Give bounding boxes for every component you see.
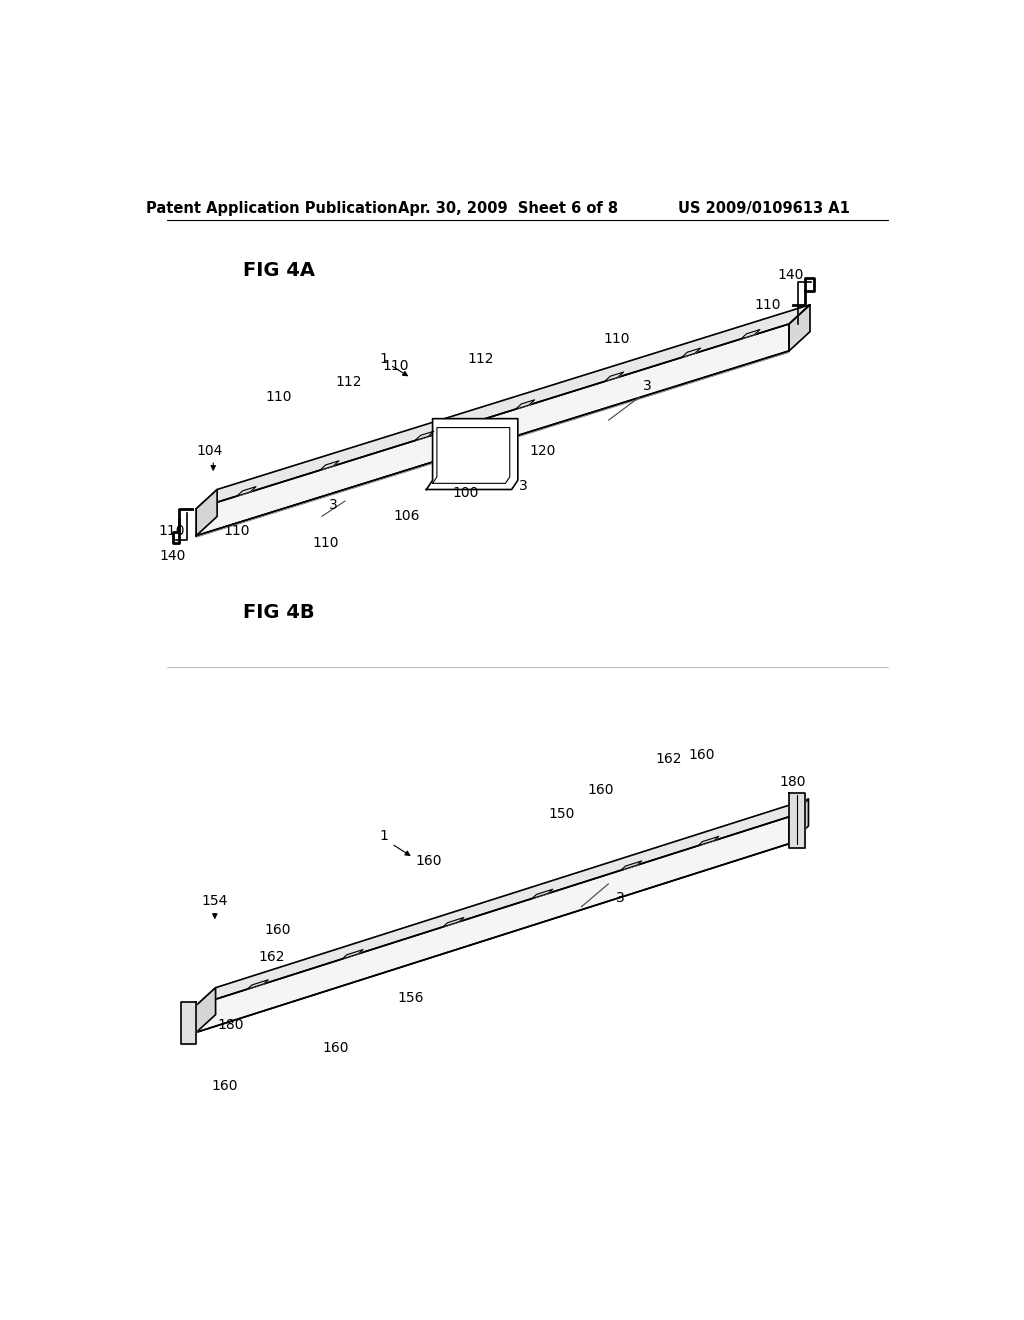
Text: 112: 112 [467, 351, 494, 366]
Polygon shape [426, 418, 518, 490]
Polygon shape [604, 372, 624, 381]
Polygon shape [531, 890, 553, 899]
Polygon shape [197, 817, 790, 1032]
Polygon shape [197, 799, 809, 1006]
Text: 160: 160 [264, 923, 291, 937]
Text: FIG 4B: FIG 4B [243, 603, 314, 622]
Text: 110: 110 [382, 359, 409, 374]
Polygon shape [415, 432, 434, 441]
Text: 110: 110 [603, 333, 630, 346]
Text: Patent Application Publication: Patent Application Publication [145, 201, 397, 216]
Text: 110: 110 [266, 391, 293, 404]
Polygon shape [790, 793, 805, 847]
Polygon shape [180, 1002, 197, 1044]
Polygon shape [621, 861, 642, 870]
Text: 3: 3 [329, 498, 338, 512]
Text: 120: 120 [529, 444, 556, 458]
Polygon shape [741, 330, 760, 339]
Text: 160: 160 [688, 748, 715, 762]
Text: 110: 110 [223, 524, 250, 539]
Text: 160: 160 [212, 1080, 239, 1093]
Polygon shape [698, 837, 719, 846]
Text: US 2009/0109613 A1: US 2009/0109613 A1 [678, 201, 850, 216]
Text: Apr. 30, 2009  Sheet 6 of 8: Apr. 30, 2009 Sheet 6 of 8 [397, 201, 617, 216]
Text: 180: 180 [779, 775, 806, 789]
Polygon shape [197, 305, 810, 508]
Polygon shape [248, 979, 268, 989]
Text: 160: 160 [323, 1040, 349, 1055]
Polygon shape [443, 917, 464, 927]
Polygon shape [319, 461, 339, 470]
Polygon shape [197, 323, 790, 536]
Text: 180: 180 [218, 1018, 245, 1032]
Text: 110: 110 [312, 536, 339, 550]
Polygon shape [790, 799, 809, 843]
Text: 106: 106 [394, 508, 420, 523]
Text: 160: 160 [588, 783, 614, 797]
Text: 150: 150 [549, 808, 575, 821]
Text: 140: 140 [159, 549, 185, 562]
Text: 1: 1 [379, 829, 388, 843]
Text: 3: 3 [519, 479, 527, 492]
Text: 162: 162 [655, 752, 682, 766]
Polygon shape [682, 348, 700, 358]
Text: 112: 112 [336, 375, 362, 388]
Text: FIG 4A: FIG 4A [243, 260, 314, 280]
Text: 156: 156 [397, 991, 424, 1005]
Text: 110: 110 [159, 524, 185, 539]
Polygon shape [342, 949, 364, 958]
Text: 104: 104 [197, 444, 222, 458]
Text: 154: 154 [202, 895, 228, 908]
Text: 110: 110 [754, 298, 780, 312]
Polygon shape [197, 490, 217, 536]
Text: 100: 100 [452, 486, 478, 500]
Polygon shape [516, 400, 535, 409]
Text: 162: 162 [258, 950, 285, 964]
Text: 160: 160 [416, 854, 442, 867]
Text: 140: 140 [777, 268, 804, 282]
Polygon shape [237, 487, 256, 496]
Text: 3: 3 [615, 891, 625, 904]
Text: 1: 1 [379, 351, 388, 366]
Polygon shape [197, 987, 216, 1032]
Polygon shape [790, 305, 810, 351]
Text: 3: 3 [643, 379, 651, 392]
